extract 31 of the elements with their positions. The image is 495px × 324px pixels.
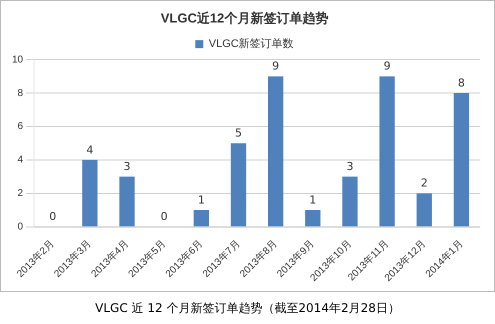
y-tick-label: 4: [18, 154, 24, 166]
chart-title: VLGC近12个月新签订单趋势: [160, 10, 328, 26]
data-label: 8: [458, 76, 465, 90]
y-tick-label: 2: [18, 188, 24, 200]
bar: [379, 76, 395, 226]
y-tick-label: 8: [18, 88, 24, 99]
data-label: 1: [309, 193, 316, 206]
bar: [268, 76, 284, 226]
bar: [194, 210, 209, 226]
data-label: 3: [346, 160, 354, 173]
y-tick-label: 0: [18, 222, 24, 233]
bar: [342, 176, 358, 226]
bar: [454, 93, 470, 226]
y-tick-label: 6: [18, 121, 24, 132]
legend-label: VLGC新签订单数: [208, 37, 294, 50]
bar: [416, 193, 432, 226]
data-label: 0: [49, 210, 56, 224]
data-label: 9: [272, 60, 280, 73]
bar: [82, 160, 98, 226]
y-tick-label: 10: [12, 54, 24, 66]
data-label: 9: [384, 60, 391, 73]
data-label: 2: [420, 176, 428, 190]
bar: [230, 143, 246, 226]
data-label: 0: [160, 210, 168, 224]
bar: [119, 176, 135, 226]
data-label: 3: [124, 160, 131, 173]
data-label: 5: [234, 126, 242, 140]
text: VLGC 近 12 个月新签订单趋势（截至2014年2月28日）: [94, 300, 401, 317]
data-label: 1: [198, 193, 205, 206]
bar: [305, 210, 320, 226]
data-label: 4: [86, 143, 94, 156]
